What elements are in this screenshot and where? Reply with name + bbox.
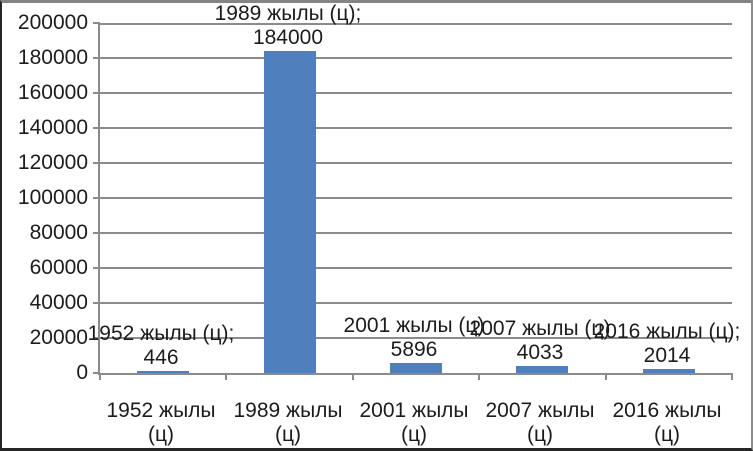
y-axis-tick	[93, 267, 100, 269]
y-axis-tick-label: 140000	[17, 116, 88, 139]
bar	[390, 363, 442, 373]
y-axis-tick-label: 160000	[17, 81, 88, 104]
data-label: 1952 жылы (ц); 446	[87, 322, 235, 369]
data-label: 2016 жылы (ц); 2014	[593, 320, 741, 367]
y-axis-tick	[93, 162, 100, 164]
y-axis-tick	[93, 302, 100, 304]
y-axis-tick	[93, 372, 100, 374]
y-axis-tick-label: 180000	[17, 46, 88, 69]
bar	[264, 51, 316, 373]
y-axis-tick-label: 200000	[17, 11, 88, 34]
data-label: 2007 жылы (ц) 4033	[469, 317, 611, 364]
data-label: 1989 жылы (ц); 184000	[214, 2, 362, 49]
x-axis-category-label: 2001 жылы (ц)	[359, 399, 469, 446]
y-axis-tick-label: 60000	[29, 256, 88, 279]
y-axis-tick	[93, 22, 100, 24]
x-axis-tick	[478, 373, 480, 380]
gridline	[100, 267, 732, 269]
x-axis-category-label: 2007 жылы (ц)	[485, 399, 595, 446]
data-label: 2001 жылы (ц) 5896	[343, 314, 485, 361]
bar	[516, 366, 568, 373]
plot-area	[93, 22, 732, 375]
y-axis-tick	[93, 232, 100, 234]
y-axis-tick-label: 120000	[17, 151, 88, 174]
y-axis-tick-label: 80000	[29, 221, 88, 244]
y-axis-tick	[93, 92, 100, 94]
gridline	[100, 197, 732, 199]
x-axis-tick	[352, 373, 354, 380]
y-axis-tick-label: 0	[76, 361, 88, 384]
x-axis-tick	[225, 373, 227, 380]
x-axis-tick	[605, 373, 607, 380]
gridline	[100, 162, 732, 164]
gridline	[100, 232, 732, 234]
x-axis-category-label: 1989 жылы (ц)	[233, 399, 343, 446]
gridline	[100, 337, 732, 339]
y-axis-tick-label: 100000	[17, 186, 88, 209]
gridline	[100, 23, 732, 25]
y-axis-tick-label: 40000	[29, 291, 88, 314]
bar	[137, 371, 189, 373]
gridline	[100, 57, 732, 59]
chart-canvas: 0 20000 40000 60000 80000 100000 120000 140000 1…	[2, 3, 751, 448]
bar	[643, 369, 695, 373]
gridline	[100, 302, 732, 304]
x-axis-tick	[99, 373, 101, 380]
y-axis-tick	[93, 337, 100, 339]
x-axis-tick	[731, 373, 733, 380]
gridline	[100, 127, 732, 129]
y-axis-tick	[93, 57, 100, 59]
x-axis-category-label: 1952 жылы (ц)	[106, 399, 216, 446]
y-axis-tick-label: 20000	[29, 326, 88, 349]
gridline	[100, 92, 732, 94]
y-axis-tick	[93, 127, 100, 129]
y-axis-tick	[93, 197, 100, 199]
x-axis-category-label: 2016 жылы (ц)	[612, 399, 722, 446]
